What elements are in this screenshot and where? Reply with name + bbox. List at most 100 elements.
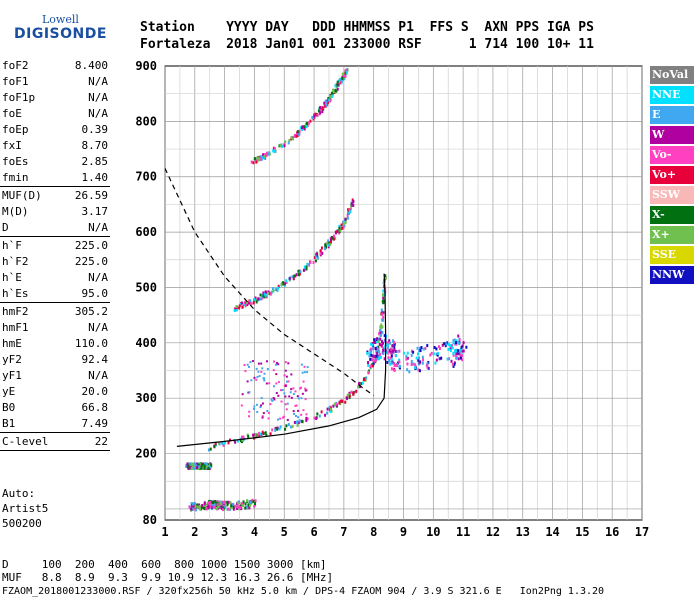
footer-file-info: FZAOM_2018001233000.RSF / 320fx256h 50 k… — [2, 586, 605, 597]
echo-point — [412, 362, 415, 366]
echo-point — [378, 354, 381, 358]
param-value: 3.17 — [81, 205, 109, 218]
echo-point — [323, 247, 326, 251]
echo-point — [284, 403, 287, 406]
echo-point — [299, 387, 302, 390]
echo-point — [372, 361, 375, 365]
echo-point — [389, 351, 392, 355]
echo-point — [252, 301, 255, 305]
echo-point — [414, 366, 417, 370]
echo-point — [209, 504, 212, 508]
echo-point — [190, 462, 193, 466]
param-value: 20.0 — [81, 385, 109, 398]
echo-point — [261, 367, 264, 370]
echo-point — [459, 348, 462, 352]
echo-point — [295, 134, 298, 138]
echo-point — [347, 212, 350, 216]
echo-point — [292, 412, 295, 415]
echo-point — [262, 291, 265, 295]
param-value: 8.70 — [81, 139, 109, 152]
echo-point — [253, 405, 256, 408]
echo-point — [282, 282, 285, 286]
x-tick-label: 4 — [251, 525, 258, 539]
echo-point — [326, 411, 329, 415]
echo-point — [265, 360, 268, 363]
echo-point — [422, 347, 425, 351]
echo-point — [278, 427, 281, 431]
echo-point — [218, 441, 221, 445]
echo-point — [348, 208, 351, 212]
echo-point — [418, 349, 421, 353]
echo-point — [365, 376, 368, 380]
echo-point — [257, 362, 260, 365]
param-value: N/A — [88, 321, 108, 334]
param-row: h`E N/A — [0, 270, 110, 286]
echo-point — [284, 283, 287, 287]
echo-point — [460, 345, 463, 349]
legend-entry: NNE — [650, 86, 694, 104]
legend-entry: Vo+ — [650, 166, 694, 184]
echo-point — [302, 380, 305, 383]
echo-point — [320, 246, 323, 250]
echo-point — [374, 340, 377, 344]
echo-point — [334, 230, 337, 234]
echo-point — [222, 503, 225, 507]
echo-point — [269, 403, 272, 406]
echo-point — [382, 311, 385, 315]
param-label: B0 — [2, 401, 16, 414]
echo-point — [329, 407, 332, 411]
echo-point — [443, 342, 446, 346]
echo-point — [390, 367, 393, 371]
echo-point — [266, 409, 269, 412]
param-label: foEp — [2, 123, 29, 136]
echo-point — [276, 289, 279, 293]
param-value: N/A — [88, 271, 108, 284]
y-tick-label: 500 — [135, 280, 157, 294]
param-value: 66.8 — [81, 401, 109, 414]
echo-point — [382, 299, 385, 303]
echo-point — [274, 363, 277, 366]
echo-point — [252, 433, 255, 437]
echo-point — [280, 283, 283, 287]
echo-point — [272, 369, 275, 372]
x-tick-label: 1 — [161, 525, 168, 539]
echo-point — [319, 252, 322, 256]
echo-point — [357, 385, 360, 389]
echo-point — [306, 366, 309, 369]
echo-point — [195, 462, 198, 466]
echo-point — [193, 507, 196, 511]
echo-point — [410, 353, 413, 357]
echo-point — [284, 395, 287, 398]
echo-point — [381, 318, 384, 322]
param-label: hmE — [2, 337, 22, 350]
param-label: h`F — [2, 239, 22, 252]
echo-point — [321, 110, 324, 114]
param-label: foF1 — [2, 75, 29, 88]
echo-point — [352, 391, 355, 395]
echo-point — [455, 354, 458, 358]
echo-point — [210, 463, 213, 467]
legend-entry: SSW — [650, 186, 694, 204]
echo-point — [196, 505, 199, 509]
echo-point — [391, 339, 394, 343]
echo-point — [229, 501, 232, 505]
echo-point — [242, 504, 245, 508]
echo-point — [344, 220, 347, 224]
echo-point — [366, 351, 369, 355]
echo-point — [391, 344, 394, 348]
echo-point — [363, 377, 366, 381]
echo-point — [227, 507, 230, 511]
echo-point — [229, 506, 232, 510]
echo-point — [369, 357, 372, 361]
echo-point — [258, 375, 261, 378]
echo-point — [301, 128, 304, 132]
echo-point — [265, 382, 268, 385]
echo-point — [251, 498, 254, 502]
echo-point — [280, 400, 283, 403]
echo-point — [260, 155, 263, 159]
echo-point — [249, 299, 252, 303]
echo-point — [203, 502, 206, 506]
echo-point — [437, 351, 440, 355]
echo-point — [284, 385, 287, 388]
echo-point — [406, 351, 409, 355]
